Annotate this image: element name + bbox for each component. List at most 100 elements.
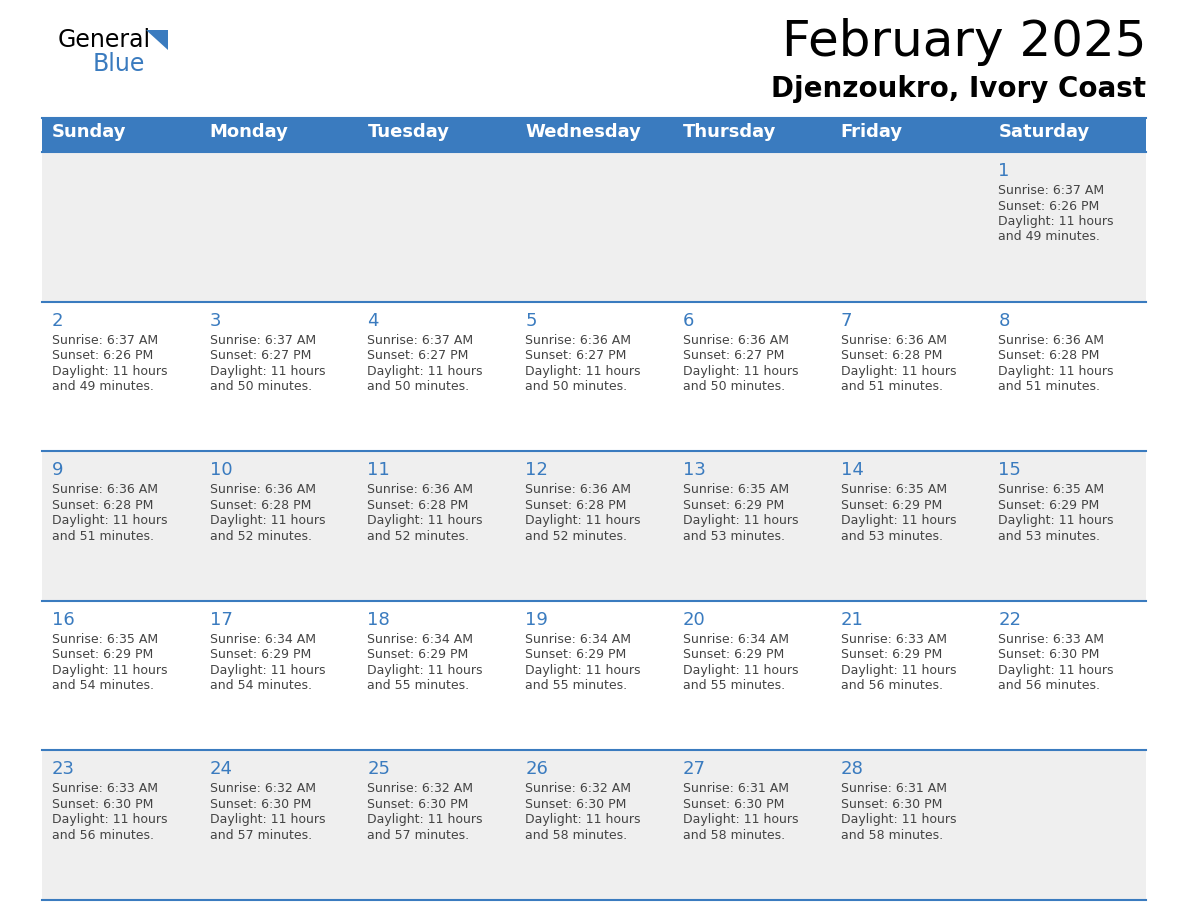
Text: Sunrise: 6:33 AM: Sunrise: 6:33 AM — [998, 633, 1105, 645]
Text: and 58 minutes.: and 58 minutes. — [525, 829, 627, 842]
Text: and 57 minutes.: and 57 minutes. — [210, 829, 311, 842]
Text: Sunset: 6:28 PM: Sunset: 6:28 PM — [841, 349, 942, 362]
Text: Daylight: 11 hours: Daylight: 11 hours — [210, 664, 326, 677]
Text: Sunrise: 6:31 AM: Sunrise: 6:31 AM — [841, 782, 947, 795]
Text: Sunrise: 6:32 AM: Sunrise: 6:32 AM — [367, 782, 474, 795]
Text: Sunrise: 6:37 AM: Sunrise: 6:37 AM — [367, 333, 474, 347]
Text: and 50 minutes.: and 50 minutes. — [210, 380, 311, 393]
Text: and 51 minutes.: and 51 minutes. — [998, 380, 1100, 393]
Text: and 55 minutes.: and 55 minutes. — [525, 679, 627, 692]
Text: Daylight: 11 hours: Daylight: 11 hours — [683, 514, 798, 527]
Bar — [42, 600, 1146, 750]
Text: Sunset: 6:29 PM: Sunset: 6:29 PM — [683, 648, 784, 661]
Text: Sunrise: 6:35 AM: Sunrise: 6:35 AM — [841, 483, 947, 497]
Text: Sunset: 6:29 PM: Sunset: 6:29 PM — [210, 648, 311, 661]
Text: and 52 minutes.: and 52 minutes. — [525, 530, 627, 543]
Text: Sunday: Sunday — [52, 123, 126, 141]
Text: Daylight: 11 hours: Daylight: 11 hours — [210, 813, 326, 826]
Text: Daylight: 11 hours: Daylight: 11 hours — [683, 364, 798, 377]
Text: 22: 22 — [998, 610, 1022, 629]
Text: 18: 18 — [367, 610, 390, 629]
Text: Sunrise: 6:36 AM: Sunrise: 6:36 AM — [998, 333, 1105, 347]
Text: 21: 21 — [841, 610, 864, 629]
Text: and 57 minutes.: and 57 minutes. — [367, 829, 469, 842]
Text: and 49 minutes.: and 49 minutes. — [52, 380, 154, 393]
Text: Sunrise: 6:34 AM: Sunrise: 6:34 AM — [525, 633, 631, 645]
Text: Daylight: 11 hours: Daylight: 11 hours — [52, 813, 168, 826]
Text: 2: 2 — [52, 311, 63, 330]
Text: 23: 23 — [52, 760, 75, 778]
Text: Daylight: 11 hours: Daylight: 11 hours — [525, 364, 640, 377]
Text: Sunset: 6:30 PM: Sunset: 6:30 PM — [367, 798, 469, 811]
Text: Sunset: 6:29 PM: Sunset: 6:29 PM — [367, 648, 469, 661]
Text: 12: 12 — [525, 461, 548, 479]
Text: Daylight: 11 hours: Daylight: 11 hours — [841, 364, 956, 377]
Text: Sunset: 6:30 PM: Sunset: 6:30 PM — [525, 798, 626, 811]
Text: 4: 4 — [367, 311, 379, 330]
Text: Sunrise: 6:34 AM: Sunrise: 6:34 AM — [683, 633, 789, 645]
Text: Sunrise: 6:37 AM: Sunrise: 6:37 AM — [52, 333, 158, 347]
Text: Sunset: 6:29 PM: Sunset: 6:29 PM — [841, 648, 942, 661]
Text: Daylight: 11 hours: Daylight: 11 hours — [210, 364, 326, 377]
Text: 15: 15 — [998, 461, 1022, 479]
Text: Sunset: 6:28 PM: Sunset: 6:28 PM — [998, 349, 1100, 362]
Text: 27: 27 — [683, 760, 706, 778]
Text: Sunrise: 6:36 AM: Sunrise: 6:36 AM — [210, 483, 316, 497]
Text: 14: 14 — [841, 461, 864, 479]
Text: Sunset: 6:26 PM: Sunset: 6:26 PM — [52, 349, 153, 362]
Text: and 58 minutes.: and 58 minutes. — [841, 829, 943, 842]
Polygon shape — [146, 30, 168, 50]
Text: Daylight: 11 hours: Daylight: 11 hours — [52, 514, 168, 527]
Text: Blue: Blue — [93, 52, 145, 76]
Text: and 53 minutes.: and 53 minutes. — [841, 530, 942, 543]
Text: Daylight: 11 hours: Daylight: 11 hours — [367, 664, 484, 677]
Text: and 55 minutes.: and 55 minutes. — [683, 679, 785, 692]
Text: and 55 minutes.: and 55 minutes. — [367, 679, 469, 692]
Text: Sunset: 6:30 PM: Sunset: 6:30 PM — [210, 798, 311, 811]
Text: and 53 minutes.: and 53 minutes. — [998, 530, 1100, 543]
Text: Daylight: 11 hours: Daylight: 11 hours — [525, 813, 640, 826]
Text: 11: 11 — [367, 461, 390, 479]
Bar — [42, 118, 1146, 152]
Text: Sunrise: 6:35 AM: Sunrise: 6:35 AM — [683, 483, 789, 497]
Text: 13: 13 — [683, 461, 706, 479]
Text: Sunset: 6:27 PM: Sunset: 6:27 PM — [210, 349, 311, 362]
Text: 6: 6 — [683, 311, 694, 330]
Text: 16: 16 — [52, 610, 75, 629]
Text: Sunrise: 6:36 AM: Sunrise: 6:36 AM — [367, 483, 474, 497]
Text: 17: 17 — [210, 610, 233, 629]
Text: 3: 3 — [210, 311, 221, 330]
Text: and 58 minutes.: and 58 minutes. — [683, 829, 785, 842]
Text: 28: 28 — [841, 760, 864, 778]
Text: 10: 10 — [210, 461, 233, 479]
Text: Sunset: 6:27 PM: Sunset: 6:27 PM — [367, 349, 469, 362]
Text: Sunset: 6:26 PM: Sunset: 6:26 PM — [998, 199, 1100, 212]
Text: Daylight: 11 hours: Daylight: 11 hours — [525, 514, 640, 527]
Text: Sunset: 6:29 PM: Sunset: 6:29 PM — [841, 498, 942, 511]
Text: Sunset: 6:28 PM: Sunset: 6:28 PM — [210, 498, 311, 511]
Text: Djenzoukro, Ivory Coast: Djenzoukro, Ivory Coast — [771, 75, 1146, 103]
Text: Daylight: 11 hours: Daylight: 11 hours — [841, 664, 956, 677]
Text: Sunset: 6:30 PM: Sunset: 6:30 PM — [52, 798, 153, 811]
Text: Sunrise: 6:32 AM: Sunrise: 6:32 AM — [210, 782, 316, 795]
Text: Sunset: 6:29 PM: Sunset: 6:29 PM — [52, 648, 153, 661]
Text: Saturday: Saturday — [998, 123, 1089, 141]
Text: Sunset: 6:28 PM: Sunset: 6:28 PM — [525, 498, 626, 511]
Text: and 54 minutes.: and 54 minutes. — [52, 679, 154, 692]
Text: Sunrise: 6:35 AM: Sunrise: 6:35 AM — [998, 483, 1105, 497]
Text: Sunrise: 6:33 AM: Sunrise: 6:33 AM — [52, 782, 158, 795]
Text: Sunrise: 6:34 AM: Sunrise: 6:34 AM — [367, 633, 474, 645]
Text: and 51 minutes.: and 51 minutes. — [841, 380, 942, 393]
Text: 20: 20 — [683, 610, 706, 629]
Text: and 51 minutes.: and 51 minutes. — [52, 530, 154, 543]
Text: 7: 7 — [841, 311, 852, 330]
Text: Sunrise: 6:31 AM: Sunrise: 6:31 AM — [683, 782, 789, 795]
Text: 9: 9 — [52, 461, 63, 479]
Bar — [42, 302, 1146, 452]
Text: Daylight: 11 hours: Daylight: 11 hours — [998, 664, 1114, 677]
Text: February 2025: February 2025 — [782, 18, 1146, 66]
Text: 1: 1 — [998, 162, 1010, 180]
Text: 19: 19 — [525, 610, 548, 629]
Text: General: General — [58, 28, 151, 52]
Text: Sunset: 6:30 PM: Sunset: 6:30 PM — [683, 798, 784, 811]
